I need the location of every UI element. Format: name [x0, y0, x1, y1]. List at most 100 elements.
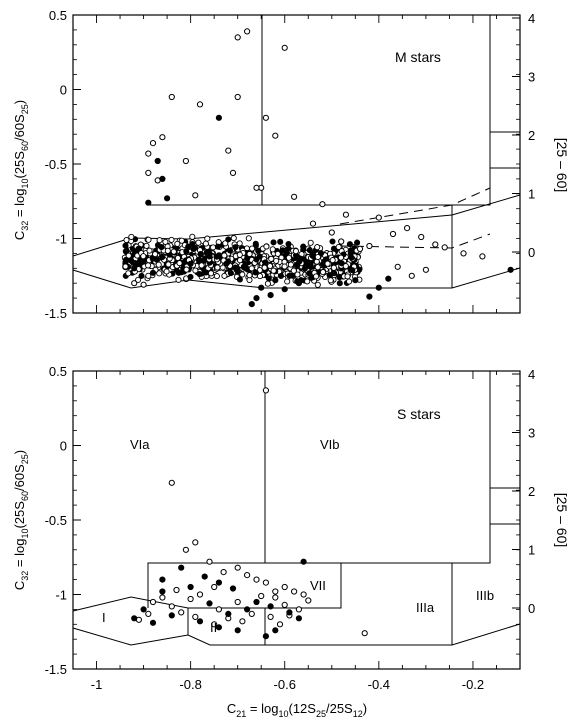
- cloud-point: [240, 264, 247, 271]
- cloud-point: [175, 276, 182, 283]
- axis-label-subscript: 25: [20, 454, 30, 464]
- bottom-box-vi: [148, 371, 491, 564]
- open-point: [281, 44, 288, 51]
- open-point: [262, 114, 269, 121]
- axis-label-text: ): [12, 450, 27, 454]
- axis-label-text: C: [12, 231, 27, 240]
- cloud-point: [314, 281, 321, 288]
- cloud-point: [346, 278, 353, 285]
- cloud-point: [244, 255, 251, 262]
- filled-point: [131, 615, 138, 622]
- cloud-point: [329, 238, 336, 245]
- cloud-point: [252, 240, 259, 247]
- open-point: [356, 245, 364, 252]
- cloud-point: [337, 254, 345, 261]
- bottom-data-points: [131, 387, 368, 640]
- cloud-point: [344, 273, 351, 280]
- top-y-axis-label: C32 = log10(25S60/60S25): [12, 100, 30, 240]
- cloud-point: [128, 233, 135, 240]
- filled-point: [300, 558, 307, 565]
- cloud-point: [236, 276, 243, 283]
- open-point: [328, 229, 335, 236]
- filled-point: [286, 609, 293, 616]
- top-axis-ticks: 0.5 0 -0.5 -1 -1.5 4 3 2 1 0: [45, 8, 536, 321]
- axis-label-text: /60S: [12, 464, 27, 491]
- cloud-point: [307, 239, 314, 246]
- open-point: [145, 169, 152, 176]
- bottom-region-boundaries: [72, 371, 521, 646]
- y-tick-label: -0.5: [45, 513, 67, 528]
- axis-label-subscript: 12: [353, 709, 363, 719]
- axis-label-subscript: 60: [20, 491, 30, 501]
- cloud-point: [195, 256, 202, 263]
- filled-point: [215, 624, 222, 631]
- y-tick-label: 0: [60, 439, 67, 454]
- open-point: [361, 630, 368, 637]
- y-tick-label: -1: [55, 232, 67, 247]
- open-point: [267, 613, 274, 621]
- open-point: [281, 601, 288, 609]
- open-point: [300, 591, 307, 598]
- cloud-point: [330, 264, 337, 271]
- axis-label-text: (25S: [12, 501, 27, 529]
- cloud-point: [128, 257, 135, 264]
- cloud-point: [329, 257, 336, 264]
- cloud-point: [309, 252, 316, 259]
- open-point: [309, 220, 317, 227]
- y-tick-label: 0: [60, 83, 67, 98]
- y-tick-label: 0.5: [49, 8, 67, 23]
- cloud-point: [178, 237, 185, 244]
- cloud-point: [174, 240, 181, 247]
- open-point: [441, 244, 448, 251]
- cloud-point: [319, 269, 327, 276]
- filled-point: [234, 268, 241, 275]
- cloud-point: [268, 255, 275, 262]
- region-label-iiib: IIIb: [476, 588, 494, 603]
- cloud-point: [354, 239, 361, 246]
- open-point: [149, 598, 157, 606]
- open-point: [239, 618, 246, 625]
- open-point: [389, 230, 397, 238]
- cloud-point: [223, 260, 230, 267]
- right-tick-label: 0: [528, 245, 535, 260]
- cloud-point: [292, 248, 299, 255]
- cloud-point: [236, 257, 244, 264]
- open-point: [182, 157, 189, 165]
- region-label-vib: VIb: [320, 437, 340, 452]
- top-data-points: [131, 28, 514, 308]
- axis-label-subscript: 25: [316, 709, 326, 719]
- open-point: [295, 606, 302, 613]
- cloud-point: [158, 244, 165, 251]
- open-point: [192, 539, 199, 546]
- y-tick-label: -1.5: [45, 662, 67, 677]
- right-tick-label: 0: [528, 601, 535, 616]
- open-point: [253, 184, 260, 191]
- open-point: [131, 280, 138, 287]
- x-tick-label: -0.2: [462, 677, 484, 692]
- cloud-point: [256, 273, 264, 280]
- cloud-point: [207, 270, 215, 277]
- top-boundary-lower: [72, 267, 521, 289]
- filled-point: [196, 618, 204, 625]
- filled-point: [281, 286, 288, 293]
- filled-point: [149, 619, 157, 626]
- cloud-point: [338, 260, 345, 267]
- open-point: [211, 621, 218, 628]
- region-label-i: I: [102, 610, 106, 625]
- region-label-ii: II: [210, 620, 217, 635]
- axis-label-text: ): [363, 701, 367, 716]
- open-point: [262, 579, 269, 586]
- filled-point: [352, 277, 359, 284]
- open-point: [281, 583, 288, 591]
- right-tick-label: 1: [528, 543, 535, 558]
- cloud-point: [210, 244, 217, 251]
- axis-label-subscript: 10: [278, 709, 288, 719]
- cloud-point: [336, 280, 343, 287]
- cloud-point: [203, 269, 210, 276]
- filled-point: [131, 265, 138, 272]
- top-box-m: [147, 15, 491, 206]
- open-point: [244, 28, 251, 35]
- filled-point: [149, 269, 157, 276]
- open-point: [418, 233, 425, 241]
